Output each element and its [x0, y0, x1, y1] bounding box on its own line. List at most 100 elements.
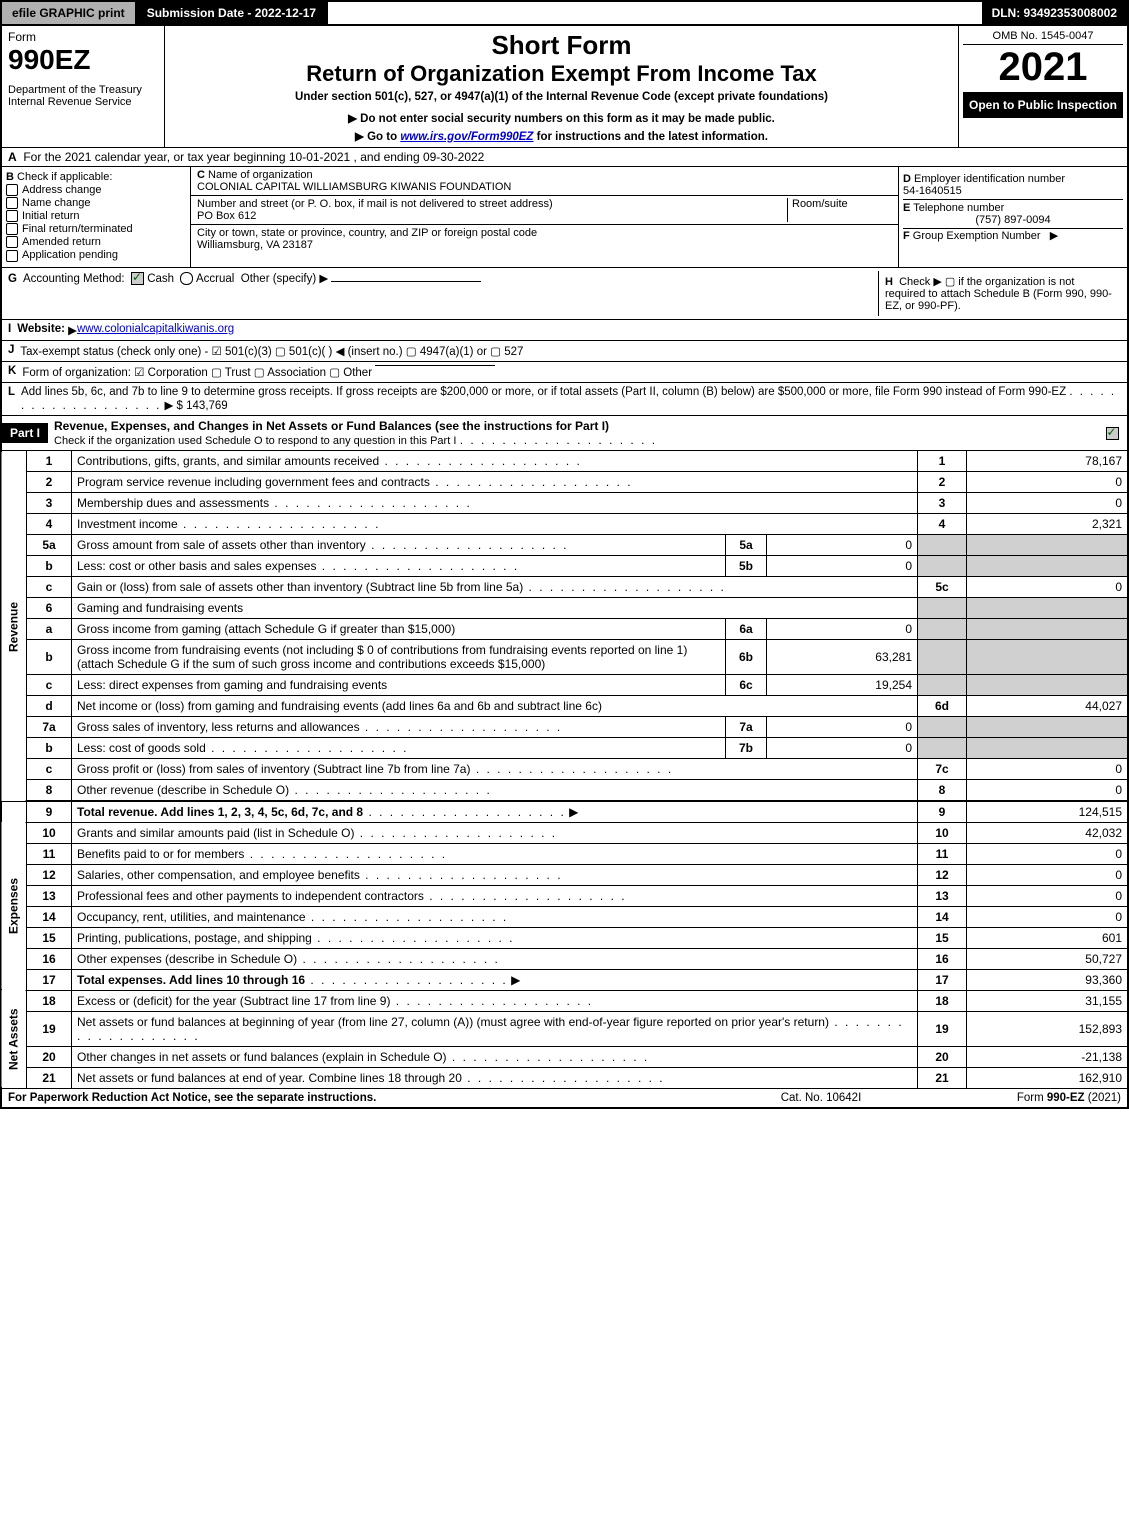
addr-label: Number and street (or P. O. box, if mail…	[197, 198, 553, 210]
gross-receipts: $ 143,769	[177, 400, 228, 412]
ln-1-box: 1	[918, 451, 967, 472]
row-j-text: Tax-exempt status (check only one) - ☑ 5…	[20, 344, 523, 358]
table-row: 6 Gaming and fundraising events	[1, 597, 1128, 618]
tel: (757) 897-0094	[903, 214, 1123, 226]
form-table: Revenue 1 Contributions, gifts, grants, …	[0, 451, 1129, 1089]
tax-year: 2021	[963, 45, 1123, 90]
row-l-text: Add lines 5b, 6c, and 7b to line 9 to de…	[21, 386, 1066, 398]
header-center: Short Form Return of Organization Exempt…	[165, 26, 959, 147]
row-k-text: Form of organization: ☑ Corporation ▢ Tr…	[22, 365, 372, 379]
table-row: c Gross profit or (loss) from sales of i…	[1, 758, 1128, 779]
part1-check-text: Check if the organization used Schedule …	[54, 435, 456, 447]
table-row: 15 Printing, publications, postage, and …	[1, 927, 1128, 948]
form-word: Form	[8, 30, 158, 44]
table-row: 14 Occupancy, rent, utilities, and maint…	[1, 906, 1128, 927]
col-c: C Name of organization COLONIAL CAPITAL …	[191, 167, 899, 267]
chk-address-change[interactable]: Address change	[6, 184, 186, 196]
footer-center: Cat. No. 10642I	[721, 1092, 921, 1104]
chk-accrual[interactable]	[180, 272, 193, 285]
city-label: City or town, state or province, country…	[197, 227, 537, 239]
grp-block: F Group Exemption Number ▶	[903, 229, 1123, 242]
row-h-text: Check ▶ ▢ if the organization is not req…	[885, 276, 1112, 312]
table-row: 2 Program service revenue including gove…	[1, 471, 1128, 492]
chk-application-pending[interactable]: Application pending	[6, 249, 186, 261]
name-label: Name of organization	[208, 169, 313, 181]
other-label: Other (specify)	[241, 273, 316, 285]
netassets-side-label: Net Assets	[1, 990, 27, 1088]
ein-label: Employer identification number	[914, 173, 1065, 185]
part1-label: Part I	[2, 423, 48, 443]
chk-initial-return[interactable]: Initial return	[6, 210, 186, 222]
table-row: 19 Net assets or fund balances at beginn…	[1, 1011, 1128, 1046]
table-row: 12 Salaries, other compensation, and emp…	[1, 864, 1128, 885]
row-h: H Check ▶ ▢ if the organization is not r…	[878, 271, 1121, 316]
header-left: Form 990EZ Department of the Treasury In…	[2, 26, 165, 147]
table-row: d Net income or (loss) from gaming and f…	[1, 695, 1128, 716]
table-row: 3 Membership dues and assessments 3 0	[1, 492, 1128, 513]
footer-left: For Paperwork Reduction Act Notice, see …	[8, 1092, 721, 1104]
form-header: Form 990EZ Department of the Treasury In…	[0, 26, 1129, 148]
chk-amended-return[interactable]: Amended return	[6, 236, 186, 248]
ln-1-text: Contributions, gifts, grants, and simila…	[77, 454, 379, 468]
table-row: 5a Gross amount from sale of assets othe…	[1, 534, 1128, 555]
chk-cash[interactable]	[131, 272, 144, 285]
website-label: Website:	[17, 323, 65, 335]
table-row: 20 Other changes in net assets or fund b…	[1, 1046, 1128, 1067]
header-right: OMB No. 1545-0047 2021 Open to Public In…	[959, 26, 1127, 147]
org-city: Williamsburg, VA 23187	[197, 239, 313, 251]
row-l: L Add lines 5b, 6c, and 7b to line 9 to …	[0, 383, 1129, 416]
efile-print-btn[interactable]: efile GRAPHIC print	[2, 2, 137, 24]
ein: 54-1640515	[903, 185, 962, 197]
table-row: 9 Total revenue. Add lines 1, 2, 3, 4, 5…	[1, 801, 1128, 823]
irs-link[interactable]: www.irs.gov/Form990EZ	[400, 131, 533, 143]
table-row: b Gross income from fundraising events (…	[1, 639, 1128, 674]
grp-label: Group Exemption Number	[913, 230, 1041, 242]
form-number: 990EZ	[8, 44, 158, 76]
ln-1-num: 1	[27, 451, 72, 472]
part1-title: Revenue, Expenses, and Changes in Net As…	[48, 416, 1097, 450]
room-suite: Room/suite	[787, 198, 892, 222]
ein-block: D Employer identification number 54-1640…	[903, 171, 1123, 200]
table-row: 8 Other revenue (describe in Schedule O)…	[1, 779, 1128, 801]
col-def: D Employer identification number 54-1640…	[899, 167, 1127, 267]
website-link[interactable]: www.colonialcapitalkiwanis.org	[77, 323, 234, 335]
check-applicable: Check if applicable:	[17, 171, 112, 183]
dln: DLN: 93492353008002	[982, 2, 1127, 24]
ln-1-val: 78,167	[967, 451, 1129, 472]
goto-note: Go to www.irs.gov/Form990EZ for instruct…	[169, 129, 954, 143]
city-block: City or town, state or province, country…	[191, 225, 898, 253]
omb-number: OMB No. 1545-0047	[963, 30, 1123, 45]
org-name: COLONIAL CAPITAL WILLIAMSBURG KIWANIS FO…	[197, 181, 511, 193]
table-row: Expenses 10 Grants and similar amounts p…	[1, 822, 1128, 843]
addr-block: Number and street (or P. O. box, if mail…	[191, 196, 898, 225]
table-row: 11 Benefits paid to or for members 11 0	[1, 843, 1128, 864]
dept-label: Department of the Treasury Internal Reve…	[8, 84, 158, 108]
revenue-side-label: Revenue	[1, 451, 27, 801]
return-title: Return of Organization Exempt From Incom…	[169, 61, 954, 87]
row-a-text: For the 2021 calendar year, or tax year …	[23, 150, 484, 164]
expenses-side-label: Expenses	[1, 822, 27, 990]
row-k: KForm of organization: ☑ Corporation ▢ T…	[0, 362, 1129, 383]
table-row: a Gross income from gaming (attach Sched…	[1, 618, 1128, 639]
chk-final-return[interactable]: Final return/terminated	[6, 223, 186, 235]
tel-label: Telephone number	[913, 202, 1004, 214]
table-row: 13 Professional fees and other payments …	[1, 885, 1128, 906]
subtitle: Under section 501(c), 527, or 4947(a)(1)…	[169, 91, 954, 103]
info-grid: B Check if applicable: Address change Na…	[0, 167, 1129, 268]
table-row: 17 Total expenses. Add lines 10 through …	[1, 969, 1128, 990]
table-row: b Less: cost or other basis and sales ex…	[1, 555, 1128, 576]
table-row: 16 Other expenses (describe in Schedule …	[1, 948, 1128, 969]
chk-name-change[interactable]: Name change	[6, 197, 186, 209]
ssn-note: Do not enter social security numbers on …	[169, 111, 954, 125]
table-row: 4 Investment income 4 2,321	[1, 513, 1128, 534]
cash-label: Cash	[147, 273, 174, 285]
org-name-block: C Name of organization COLONIAL CAPITAL …	[191, 167, 898, 196]
top-bar: efile GRAPHIC print Submission Date - 20…	[0, 0, 1129, 26]
footer-right: Form 990-EZ (2021)	[921, 1092, 1121, 1104]
part1-header: Part I Revenue, Expenses, and Changes in…	[0, 416, 1129, 451]
part1-check[interactable]	[1106, 427, 1119, 440]
row-j: JTax-exempt status (check only one) - ☑ …	[0, 341, 1129, 362]
table-row: b Less: cost of goods sold 7b 0	[1, 737, 1128, 758]
table-row: c Less: direct expenses from gaming and …	[1, 674, 1128, 695]
short-form-label: Short Form	[169, 30, 954, 61]
